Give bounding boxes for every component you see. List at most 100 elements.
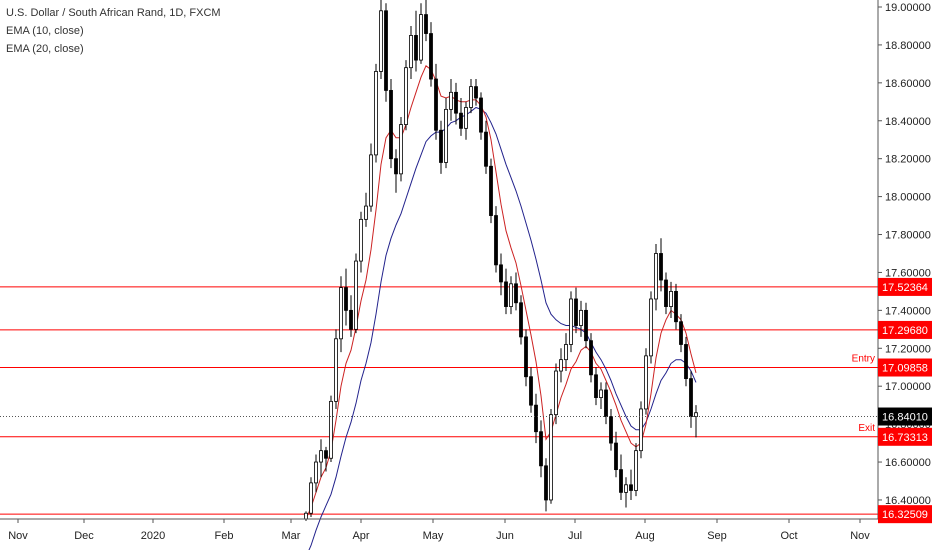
candle-body: [474, 86, 478, 99]
x-tick-label: Oct: [780, 530, 797, 542]
candle-body: [544, 465, 548, 501]
y-tick-label: 19.00000: [885, 2, 931, 14]
candle-body: [614, 442, 618, 471]
candle-body: [524, 336, 528, 378]
candle-body: [374, 71, 378, 156]
y-tick-label: 16.60000: [885, 457, 931, 469]
level-note: Exit: [858, 423, 875, 434]
candle-body: [689, 378, 693, 417]
candle-body: [494, 215, 498, 266]
candle-body: [669, 290, 673, 307]
candle-body: [589, 340, 593, 376]
candle-body: [469, 86, 473, 108]
level-tag-label: 16.73313: [882, 432, 928, 444]
legend-ema20: EMA (20, close): [6, 43, 84, 55]
candle-body: [504, 281, 508, 307]
candle-body: [304, 512, 308, 520]
candle-body: [644, 355, 648, 410]
candle-body: [389, 90, 393, 160]
level-tag: [878, 358, 932, 377]
x-tick-label: Feb: [215, 530, 234, 542]
candle-body: [349, 309, 353, 330]
candle-body: [634, 450, 638, 491]
candle-body: [354, 260, 358, 330]
candle-body: [449, 91, 453, 110]
candle-body: [394, 158, 398, 175]
candle-body: [564, 344, 568, 361]
x-tick-label: Apr: [352, 530, 369, 542]
candle-body: [324, 450, 328, 459]
y-tick-label: 18.40000: [885, 116, 931, 128]
candle-body: [584, 309, 588, 342]
candle-body: [454, 91, 458, 114]
candle-body: [344, 287, 348, 311]
candle-body: [359, 218, 363, 262]
candle-body: [334, 338, 338, 402]
candle-body: [414, 35, 418, 61]
candle-body: [659, 253, 663, 281]
level-tag-label: 17.52364: [882, 282, 928, 294]
candle-body: [484, 131, 488, 167]
candle-body: [309, 482, 313, 514]
candle-body: [599, 389, 603, 398]
y-tick-label: 17.80000: [885, 230, 931, 242]
candle-body: [654, 253, 658, 300]
candle-body: [569, 298, 573, 345]
candle-body: [329, 400, 333, 459]
y-tick-label: 16.40000: [885, 495, 931, 507]
candle-body: [384, 10, 388, 91]
candle-body: [609, 416, 613, 444]
x-tick-label: Sep: [707, 530, 727, 542]
y-tick-label: 18.20000: [885, 154, 931, 166]
candle-body: [399, 124, 403, 175]
current-price-tag: [878, 407, 932, 426]
y-tick-label: 18.60000: [885, 78, 931, 90]
candle-body: [509, 283, 513, 307]
ema20-series: [308, 106, 697, 550]
candles: [304, 0, 698, 521]
candle-body: [539, 431, 543, 467]
candle-body: [479, 97, 483, 133]
candle-body: [339, 287, 343, 340]
candle-body: [429, 33, 433, 80]
candle-body: [629, 484, 633, 491]
legend: U.S. Dollar / South African Rand, 1D, FX…: [6, 4, 221, 58]
candle-body: [604, 389, 608, 417]
level-tag-label: 17.29680: [882, 325, 928, 337]
legend-symbol: U.S. Dollar / South African Rand, 1D, FX…: [6, 7, 221, 19]
level-tag: [878, 505, 932, 524]
x-tick-label: Nov: [8, 530, 28, 542]
ema10-series: [305, 65, 697, 520]
candle-body: [519, 302, 523, 338]
ema10-line: [305, 65, 697, 520]
x-tick-label: Nov: [850, 530, 870, 542]
level-tag-label: 17.09858: [882, 363, 928, 375]
candle-body: [639, 408, 643, 452]
candle-body: [379, 10, 383, 72]
level-tag: [878, 277, 932, 296]
candle-body: [439, 129, 443, 163]
level-note: Entry: [852, 354, 875, 365]
x-tick-label: Jul: [568, 530, 582, 542]
candle-body: [559, 359, 563, 372]
candle-body: [444, 108, 448, 163]
candle-body: [649, 298, 653, 357]
candle-body: [364, 205, 368, 220]
candle-body: [434, 78, 438, 131]
candle-body: [409, 35, 413, 69]
x-tick-label: 2020: [141, 530, 165, 542]
level-tag: [878, 427, 932, 446]
legend-ema10: EMA (10, close): [6, 25, 84, 37]
x-tick-label: May: [423, 530, 444, 542]
candle-body: [489, 165, 493, 216]
ema20-line: [308, 106, 697, 550]
horizontal-levels: [0, 286, 878, 515]
candle-body: [574, 298, 578, 326]
candle-body: [369, 154, 373, 207]
current-price-tag-label: 16.84010: [882, 412, 928, 424]
candle-body: [594, 374, 598, 398]
candle-body: [619, 469, 623, 493]
